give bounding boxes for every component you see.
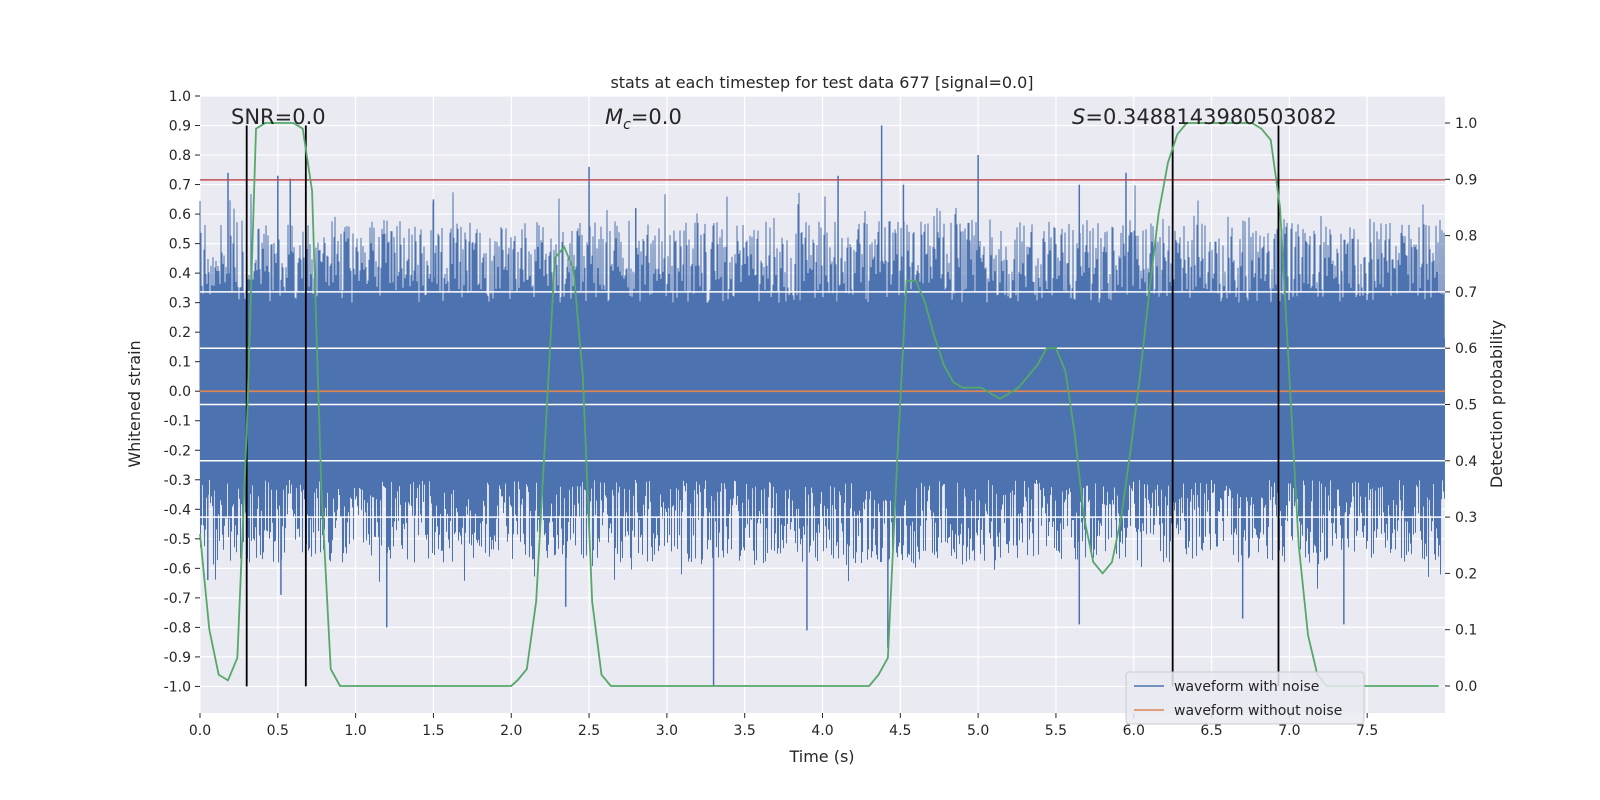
x-tick-label: 0.5 — [267, 723, 289, 739]
x-tick-label: 5.0 — [967, 723, 989, 739]
x-tick-label: 1.0 — [344, 723, 366, 739]
y-tick-label: 0.8 — [169, 148, 191, 164]
x-tick-label: 7.0 — [1278, 723, 1300, 739]
y-tick-label: -0.5 — [164, 532, 191, 548]
y-tick-label: 1.0 — [169, 89, 191, 105]
x-tick-label: 0.0 — [189, 723, 211, 739]
y-tick-label: -0.2 — [164, 443, 191, 459]
y-tick-label: 0.6 — [169, 207, 191, 223]
axes: 1.0 0.9 0.8 0.7 0.6 0.5 0.4 0.3 0.2 0.1 0.0 -0.1 -0.… — [164, 89, 1478, 739]
x-axis-title: Time (s) — [788, 747, 854, 766]
y2-tick-label: 0.7 — [1455, 285, 1477, 301]
y2-tick-label: 0.6 — [1455, 341, 1477, 357]
y-tick-label: 0.5 — [169, 237, 191, 253]
x-tick-label: 2.0 — [500, 723, 522, 739]
s-annotation: S=0.3488143980503082 — [1072, 105, 1337, 129]
mc-subscript: c — [623, 117, 631, 133]
y-tick-label: -0.7 — [164, 591, 191, 607]
y-tick-label: 0.7 — [169, 178, 191, 194]
x-tick-label: 7.5 — [1356, 723, 1378, 739]
y-tick-label: 0.1 — [169, 355, 191, 371]
noise-waveform-line — [199, 185, 1445, 589]
y-tick-label: -1.0 — [164, 679, 191, 695]
x-tick-label: 6.5 — [1200, 723, 1222, 739]
noise-waveform-core — [200, 338, 1445, 457]
y-tick-label: -0.9 — [164, 650, 191, 666]
y-tick-label: -0.6 — [164, 561, 191, 577]
legend-box — [1125, 671, 1365, 725]
mc-symbol: M — [605, 105, 623, 129]
noise-series — [199, 125, 1445, 687]
x-tick-label: 5.5 — [1045, 723, 1067, 739]
y-axis-title: Whitened strain — [125, 340, 144, 467]
snr-annotation: SNR=0.0 — [231, 105, 326, 129]
y-tick-label: 0.3 — [169, 296, 191, 312]
x-tick-label: 3.5 — [734, 723, 756, 739]
y2-axis-title: Detection probability — [1487, 320, 1506, 488]
y-tick-label: -0.1 — [164, 414, 191, 430]
y2-tick-label: 0.3 — [1455, 510, 1477, 526]
x-tick-label: 6.0 — [1123, 723, 1145, 739]
s-symbol: S — [1072, 105, 1085, 129]
s-value: =0.3488143980503082 — [1085, 105, 1336, 129]
x-tick-label: 3.0 — [656, 723, 678, 739]
x-tick-label: 1.5 — [422, 723, 444, 739]
mc-annotation: Mc=0.0 — [605, 105, 682, 133]
y2-tick-label: 0.0 — [1455, 679, 1477, 695]
legend: waveform with noise waveform without noi… — [1125, 671, 1365, 725]
y2-tick-label: 0.1 — [1455, 623, 1477, 639]
y-tick-label: -0.8 — [164, 620, 191, 636]
y-tick-label: 0.2 — [169, 325, 191, 341]
chart-title: stats at each timestep for test data 677… — [610, 73, 1033, 92]
y-tick-label: -0.3 — [164, 473, 191, 489]
y-tick-label: 0.0 — [169, 384, 191, 400]
overlays — [199, 122, 1445, 687]
x-tick-label: 2.5 — [578, 723, 600, 739]
y2-tick-label: 0.2 — [1455, 566, 1477, 582]
y2-tick-label: 0.5 — [1455, 398, 1477, 414]
legend-label-noise: waveform with noise — [1174, 679, 1319, 695]
x-tick-label: 4.5 — [889, 723, 911, 739]
y-tick-label: 0.9 — [169, 119, 191, 135]
y2-tick-label: 1.0 — [1455, 116, 1477, 132]
y2-tick-label: 0.4 — [1455, 454, 1477, 470]
legend-label-clean: waveform without noise — [1174, 703, 1342, 719]
x-tick-label: 4.0 — [811, 723, 833, 739]
y-tick-label: -0.4 — [164, 502, 191, 518]
detection-probability-line — [199, 122, 1439, 687]
y2-tick-label: 0.8 — [1455, 229, 1477, 245]
y-tick-label: 0.4 — [169, 266, 191, 282]
y2-tick-label: 0.9 — [1455, 172, 1477, 188]
mc-value: =0.0 — [631, 105, 682, 129]
